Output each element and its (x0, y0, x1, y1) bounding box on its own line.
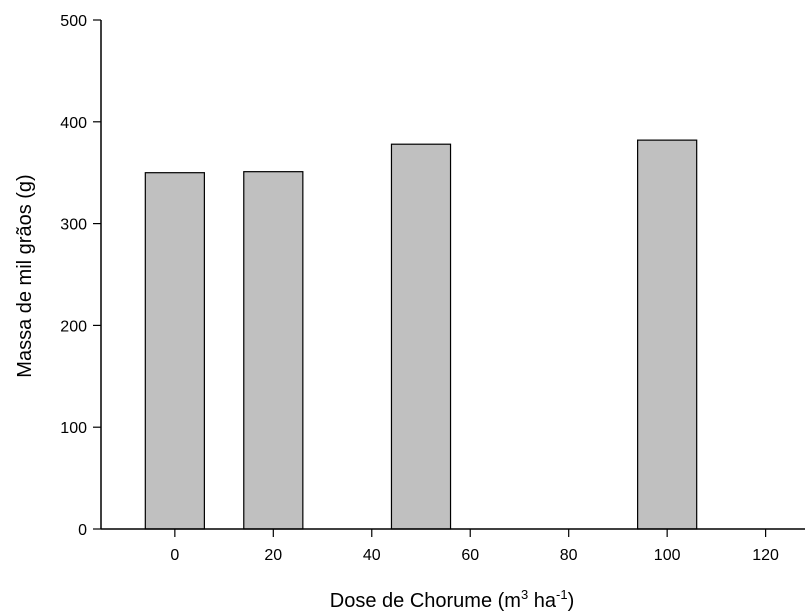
y-tick-label: 500 (60, 13, 87, 30)
x-tick-label: 40 (363, 547, 381, 564)
x-axis-title-sup2: -1 (556, 587, 568, 602)
y-tick-label: 300 (60, 217, 87, 234)
bar-0 (144, 172, 205, 530)
axes-group (100, 20, 805, 530)
x-tick-label: 80 (560, 547, 578, 564)
bar-20 (243, 171, 304, 530)
y-tick-label: 0 (78, 522, 87, 539)
bar-100 (637, 139, 698, 530)
x-axis-title-mid: ha (528, 590, 557, 612)
x-axis-title: Dose de Chorume (m3 ha-1) (330, 587, 574, 612)
x-tick-label: 120 (752, 547, 779, 564)
y-tick-label: 100 (60, 420, 87, 437)
bars-group (144, 139, 698, 530)
x-ticks-group: 0 20 40 60 80 100 120 (170, 529, 779, 564)
x-tick-label: 100 (654, 547, 681, 564)
x-axis-title-sup1: 3 (521, 587, 528, 602)
y-tick-label: 400 (60, 115, 87, 132)
y-tick-label: 200 (60, 318, 87, 335)
x-tick-label: 0 (170, 547, 179, 564)
x-axis-title-end: ) (568, 590, 575, 612)
y-axis-title: Massa de mil grãos (g) (14, 174, 36, 377)
bar-50 (390, 143, 452, 530)
y-ticks-group: 0 100 200 300 400 500 (60, 13, 101, 539)
x-tick-label: 20 (264, 547, 282, 564)
x-axis-title-main: Dose de Chorume (m (330, 590, 521, 612)
x-tick-label: 60 (461, 547, 479, 564)
